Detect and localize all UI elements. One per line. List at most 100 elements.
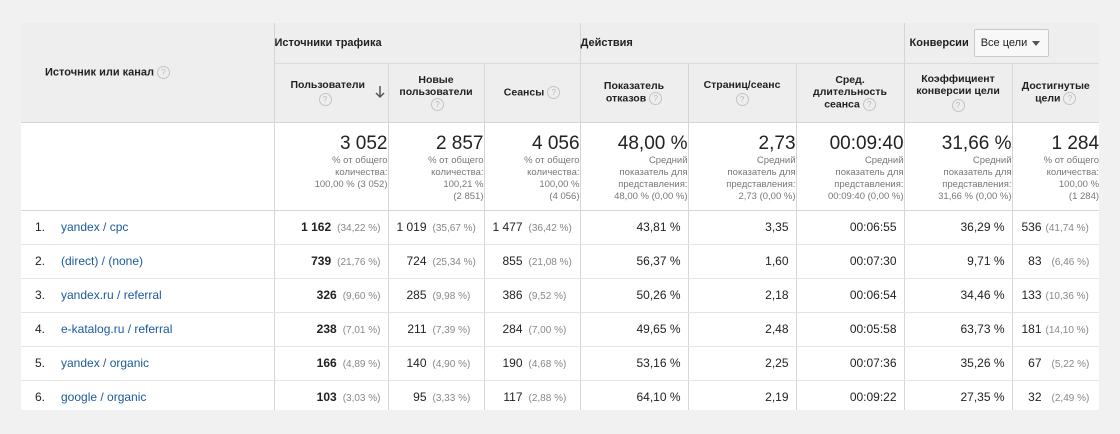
source-link[interactable]: yandex / cpc	[61, 220, 129, 234]
col-sessions-label: Сеансы	[503, 86, 545, 99]
totals-row: 3 052% от общего количества: 100,00 % (3…	[21, 121, 1099, 211]
col-bounce-rate[interactable]: Показатель отказов?	[579, 62, 689, 122]
goal-completions-percent: (10,36 %)	[1045, 291, 1089, 302]
total-bounce-rate: 48,00 % Средний показатель для представле…	[579, 121, 689, 211]
col-goal-conversion-rate[interactable]: Коэффициент конверсии цели ?	[903, 62, 1013, 122]
total-users-note: % от общего количества: 100,00 % (3 052)	[314, 154, 388, 190]
col-goal-completions-label: Достигнутые цели	[1021, 80, 1090, 105]
help-icon[interactable]: ?	[951, 99, 965, 112]
goal-completions-value: 67	[1028, 356, 1042, 370]
total-new-users-note: % от общего количества: 100,21 % (2 851)	[428, 154, 484, 202]
sort-descending-icon[interactable]	[374, 85, 385, 99]
header-column-row: Пользователи ? Новые пользователи? Сеанс…	[21, 62, 1099, 122]
source-link[interactable]: google / organic	[61, 390, 147, 404]
col-goal-completions[interactable]: Достигнутые цели?	[1011, 62, 1099, 122]
total-new-users: 2 857% от общего количества: 100,21 % (2…	[387, 121, 484, 211]
pages-per-session-cell: 1,60	[687, 244, 797, 279]
goal-completions-value: 32	[1028, 390, 1042, 404]
sessions-value: 386	[502, 288, 523, 302]
goal-conversion-rate-cell: 27,35 %	[903, 380, 1013, 410]
new-users-cell: 285 (9,98 %)	[387, 278, 484, 313]
goal-conversion-rate-cell: 36,29 %	[903, 210, 1013, 245]
total-avg-session-duration: 00:09:40 Средний показатель для представл…	[795, 121, 905, 211]
table-row: 1. yandex / cpc 1 162 (34,22 %) 1 019 (35,6…	[21, 210, 1099, 245]
goal-completions-percent: (5,22 %)	[1051, 359, 1090, 370]
dimension-header[interactable]: Источник или канал?	[21, 23, 274, 122]
sessions-cell: 386 (9,52 %)	[483, 278, 581, 313]
avg-session-duration-cell: 00:05:58	[795, 312, 905, 347]
source-link[interactable]: (direct) / (none)	[61, 254, 144, 268]
help-icon[interactable]: ?	[157, 65, 171, 79]
help-icon[interactable]: ?	[431, 98, 444, 111]
col-new-users[interactable]: Новые пользователи?	[387, 62, 484, 122]
goal-completions-value: 83	[1028, 254, 1042, 268]
source-cell: 5. yandex / organic	[21, 346, 274, 381]
users-percent: (7,01 %)	[342, 325, 381, 336]
new-users-value: 95	[413, 390, 427, 404]
sessions-value: 855	[502, 254, 523, 268]
help-icon[interactable]: ?	[318, 93, 332, 106]
sessions-percent: (36,42 %)	[528, 223, 572, 234]
totals-label-cell	[21, 121, 274, 211]
new-users-cell: 1 019 (35,67 %)	[387, 210, 484, 245]
help-icon[interactable]: ?	[735, 93, 749, 106]
new-users-value: 211	[407, 322, 427, 336]
sessions-cell: 1 477 (36,42 %)	[483, 210, 581, 245]
total-pages-per-session-value: 2,73	[758, 132, 796, 154]
sessions-cell: 190 (4,68 %)	[483, 346, 581, 381]
row-number: 5.	[35, 356, 46, 370]
goal-completions-cell: 83 (6,46 %)	[1011, 244, 1099, 279]
users-value: 103	[316, 390, 337, 404]
new-users-value: 285	[406, 288, 427, 302]
help-icon[interactable]: ?	[547, 86, 561, 99]
col-users[interactable]: Пользователи ?	[273, 62, 388, 122]
goal-completions-value: 133	[1021, 288, 1042, 302]
help-icon[interactable]: ?	[1063, 92, 1077, 105]
goals-dropdown[interactable]: Все цели	[973, 28, 1049, 57]
users-value: 1 162	[301, 220, 332, 234]
sessions-percent: (4,68 %)	[528, 359, 567, 370]
total-pages-per-session-note: Средний показатель для представления: 2,…	[726, 154, 796, 202]
goal-completions-value: 181	[1021, 322, 1042, 336]
header-group-row: Источник или канал? Источники трафика Де…	[21, 23, 1099, 122]
goals-dropdown-value: Все цели	[980, 36, 1028, 49]
total-sessions-note: % от общего количества: 100,00 % (4 056)	[524, 154, 580, 202]
total-new-users-value: 2 857	[435, 132, 484, 154]
sessions-percent: (9,52 %)	[528, 291, 567, 302]
chevron-down-icon	[1031, 40, 1040, 46]
help-icon[interactable]: ?	[649, 92, 663, 105]
col-bounce-rate-label: Показатель отказов	[603, 80, 665, 105]
total-goal-completions: 1 284% от общего количества: 100,00 % (1…	[1011, 121, 1099, 211]
col-avg-session-duration[interactable]: Сред. длительность сеанса?	[795, 62, 905, 122]
row-number: 4.	[35, 322, 46, 336]
source-link[interactable]: yandex.ru / referral	[61, 288, 162, 302]
sessions-cell: 117 (2,88 %)	[483, 380, 581, 410]
report-table-panel: Источник или канал? Источники трафика Де…	[21, 23, 1099, 410]
total-sessions-value: 4 056	[531, 132, 580, 154]
source-cell: 6. google / organic	[21, 380, 274, 410]
pages-per-session-cell: 2,48	[687, 312, 797, 347]
col-sessions[interactable]: Сеансы?	[483, 62, 581, 122]
sessions-cell: 855 (21,08 %)	[483, 244, 581, 279]
new-users-cell: 724 (25,34 %)	[387, 244, 484, 279]
users-percent: (21,76 %)	[337, 257, 381, 268]
row-number: 3.	[35, 288, 46, 302]
source-link[interactable]: e-katalog.ru / referral	[61, 322, 173, 336]
table-row: 3. yandex.ru / referral 326 (9,60 %) 285 (9…	[21, 278, 1099, 313]
source-link[interactable]: yandex / organic	[61, 356, 150, 370]
total-goal-conversion-rate-note: Средний показатель для представления: 31…	[938, 154, 1012, 202]
source-cell: 4. e-katalog.ru / referral	[21, 312, 274, 347]
goal-conversion-rate-cell: 63,73 %	[903, 312, 1013, 347]
col-pages-per-session[interactable]: Страниц/сеанс ?	[687, 62, 797, 122]
new-users-cell: 211 (7,39 %)	[387, 312, 484, 347]
sessions-value: 284	[502, 322, 523, 336]
group-conversions: Конверсии Все цели	[903, 23, 1099, 63]
goal-conversion-rate-cell: 34,46 %	[903, 278, 1013, 313]
bounce-rate-cell: 64,10 %	[579, 380, 689, 410]
col-avg-session-duration-label: Сред. длительность сеанса	[813, 74, 887, 111]
total-avg-session-duration-note: Средний показатель для представления: 00…	[828, 154, 904, 202]
group-conversions-label: Конверсии	[909, 36, 969, 49]
total-avg-session-duration-value: 00:09:40	[829, 132, 904, 154]
help-icon[interactable]: ?	[862, 98, 876, 111]
goal-completions-percent: (6,46 %)	[1051, 257, 1090, 268]
